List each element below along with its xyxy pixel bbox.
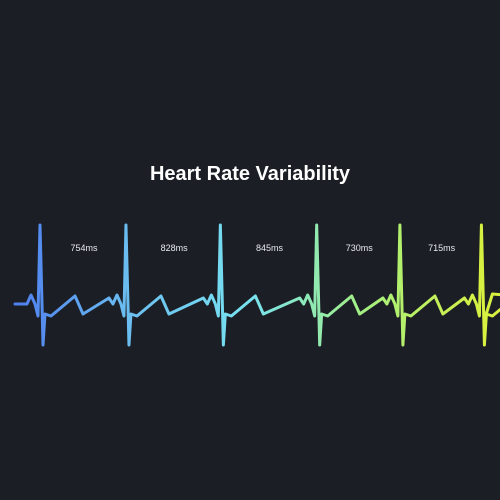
ecg-series-line [13,223,500,347]
chart-title: Heart Rate Variability [149,163,351,185]
rr-interval-label: 754ms [70,243,98,253]
rr-interval-label: 730ms [346,243,374,253]
rr-interval-label: 828ms [161,243,189,253]
rr-interval-label: 715ms [428,243,456,253]
chart-marks: 754ms 828ms 845ms 730ms 715ms [13,223,500,347]
rr-interval-label: 845ms [256,243,284,253]
